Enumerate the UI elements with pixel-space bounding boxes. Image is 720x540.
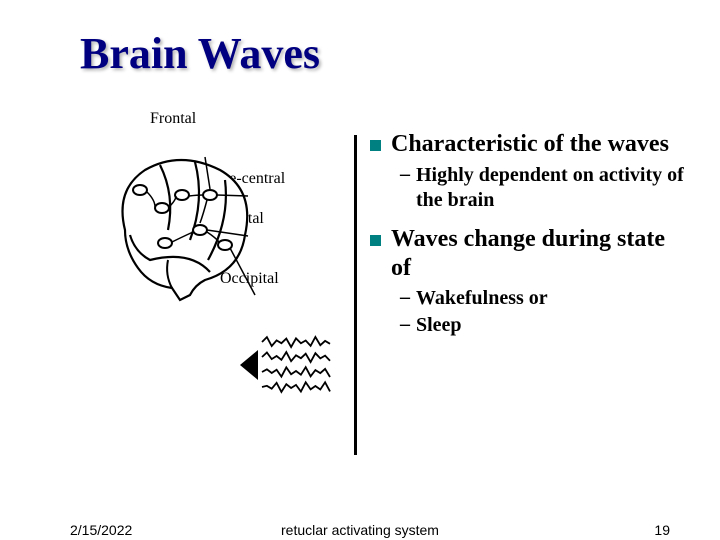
- footer-page: 19: [654, 522, 670, 538]
- footer-center: retuclar activating system: [0, 522, 720, 538]
- bullet-item: Characteristic of the waves: [370, 130, 690, 159]
- bullet-icon: [370, 140, 381, 151]
- sub-bullet-text: Sleep: [416, 313, 462, 338]
- slide-title: Brain Waves: [80, 28, 320, 79]
- bullet-text: Characteristic of the waves: [391, 130, 669, 159]
- waves-icon: [240, 330, 340, 400]
- bullet-text: Waves change during state of: [391, 225, 690, 283]
- vertical-divider: [354, 135, 357, 455]
- dash-icon: –: [400, 163, 410, 186]
- bullet-icon: [370, 235, 381, 246]
- sub-bullet-text: Wakefulness or: [416, 286, 548, 311]
- sub-bullet-item: – Wakefulness or: [400, 286, 690, 311]
- content-column: Characteristic of the waves – Highly dep…: [370, 130, 690, 340]
- dash-icon: –: [400, 286, 410, 309]
- brain-icon: [100, 140, 270, 310]
- sub-bullet-text: Highly dependent on activity of the brai…: [416, 163, 690, 213]
- dash-icon: –: [400, 313, 410, 336]
- bullet-item: Waves change during state of: [370, 225, 690, 283]
- sub-bullet-item: – Highly dependent on activity of the br…: [400, 163, 690, 213]
- label-frontal: Frontal: [150, 110, 196, 128]
- brain-diagram: Frontal Pre-central Parietal Occipital: [60, 110, 350, 430]
- sub-bullet-item: – Sleep: [400, 313, 690, 338]
